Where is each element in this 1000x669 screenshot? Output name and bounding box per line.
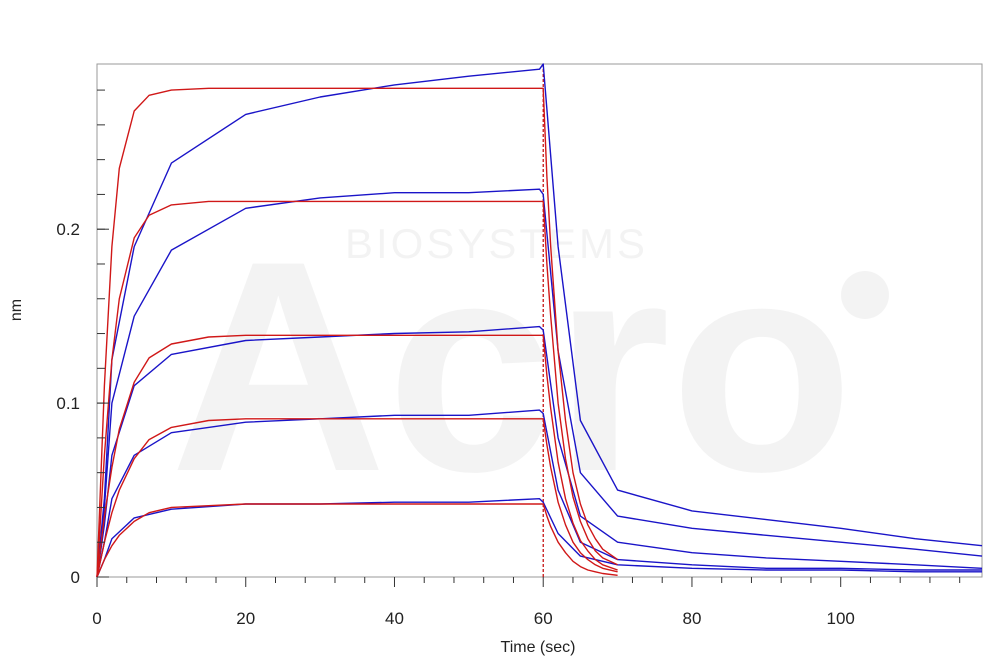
y-axis-title: nm (8, 299, 25, 321)
y-axis: 0 0.1 0.2 (56, 89, 109, 587)
x-tick-label: 20 (236, 609, 255, 628)
plot-area-frame (96, 63, 983, 578)
x-tick-label: 60 (534, 609, 553, 628)
fit-curve-4 (96, 418, 618, 578)
measured-curve-3 (96, 325, 983, 578)
y-tick-label: 0.2 (56, 220, 80, 239)
watermark-text: BIOSYSTEMS (345, 220, 648, 267)
measured-curve-5 (96, 498, 982, 578)
measured-curve-1 (96, 63, 983, 578)
x-tick-label: 40 (385, 609, 404, 628)
x-tick-label: 0 (92, 609, 101, 628)
watermark-dot (841, 271, 889, 319)
x-axis: 0 20 40 60 80 100 (92, 577, 961, 628)
x-axis-title: Time (sec) (501, 639, 576, 656)
measured-curve-2 (96, 188, 983, 578)
watermark-logo: Acro BIOSYSTEMS (170, 198, 889, 534)
y-tick-label: 0.1 (56, 394, 80, 413)
fit-curve-5 (96, 503, 618, 578)
x-tick-label: 80 (682, 609, 701, 628)
fit-curve-3 (96, 334, 618, 578)
watermark-mark: Acro (170, 198, 854, 534)
y-tick-label: 0 (71, 568, 80, 587)
measured-curve-4 (96, 409, 982, 578)
x-tick-label: 100 (827, 609, 855, 628)
curves (96, 63, 983, 578)
fit-curve-1 (96, 87, 619, 578)
fit-curve-2 (96, 200, 618, 578)
